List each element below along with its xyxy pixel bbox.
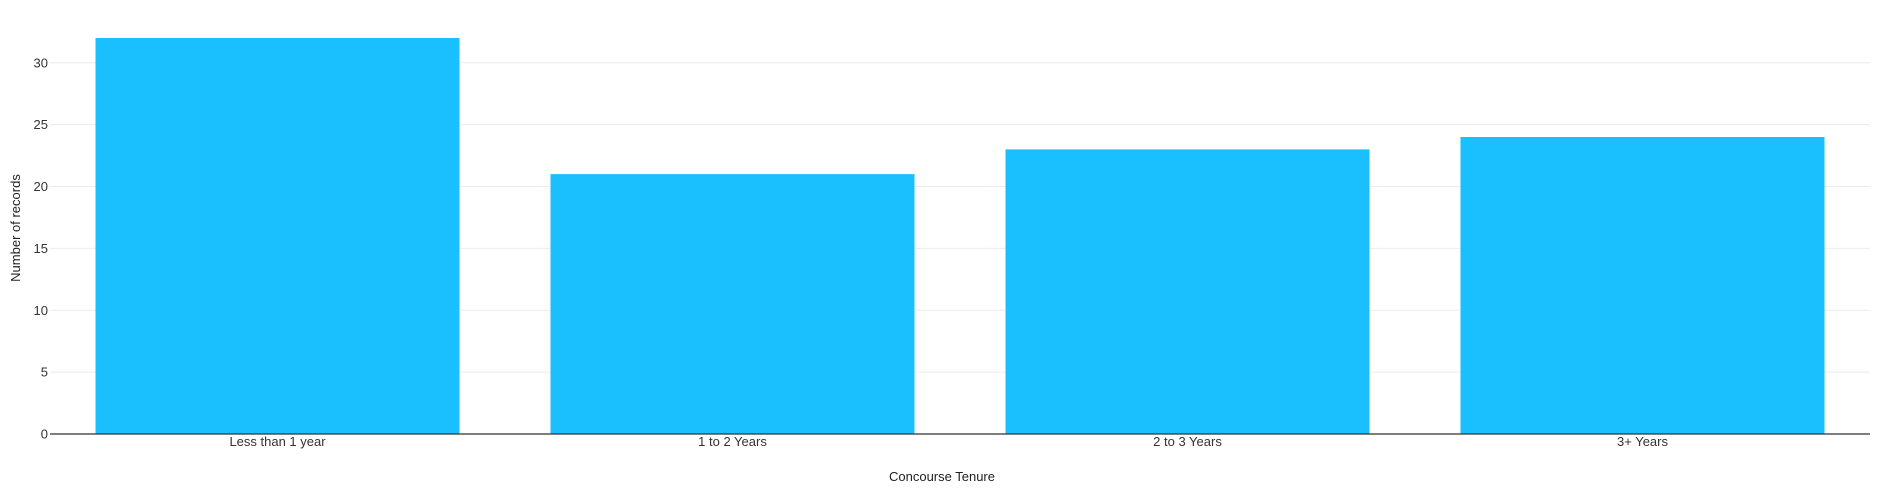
y-axis-title: Number of records	[8, 174, 23, 282]
bars	[95, 38, 1825, 434]
x-axis-title: Concourse Tenure	[889, 469, 995, 484]
bar	[550, 174, 915, 434]
bar	[95, 38, 460, 434]
x-tick-label: 1 to 2 Years	[698, 434, 767, 449]
bar	[1460, 137, 1825, 434]
y-tick-label: 30	[34, 55, 48, 70]
y-axis-ticks: 0 5 10 15 20 25 30	[34, 55, 48, 441]
bar	[1005, 149, 1370, 434]
x-tick-label: Less than 1 year	[229, 434, 326, 449]
y-tick-label: 20	[34, 179, 48, 194]
y-tick-label: 0	[41, 427, 48, 442]
y-tick-label: 15	[34, 241, 48, 256]
y-tick-label: 10	[34, 303, 48, 318]
x-tick-label: 2 to 3 Years	[1153, 434, 1222, 449]
x-axis-ticks: Less than 1 year 1 to 2 Years 2 to 3 Years…	[229, 434, 1668, 449]
y-tick-label: 5	[41, 365, 48, 380]
y-tick-label: 25	[34, 117, 48, 132]
x-tick-label: 3+ Years	[1617, 434, 1668, 449]
